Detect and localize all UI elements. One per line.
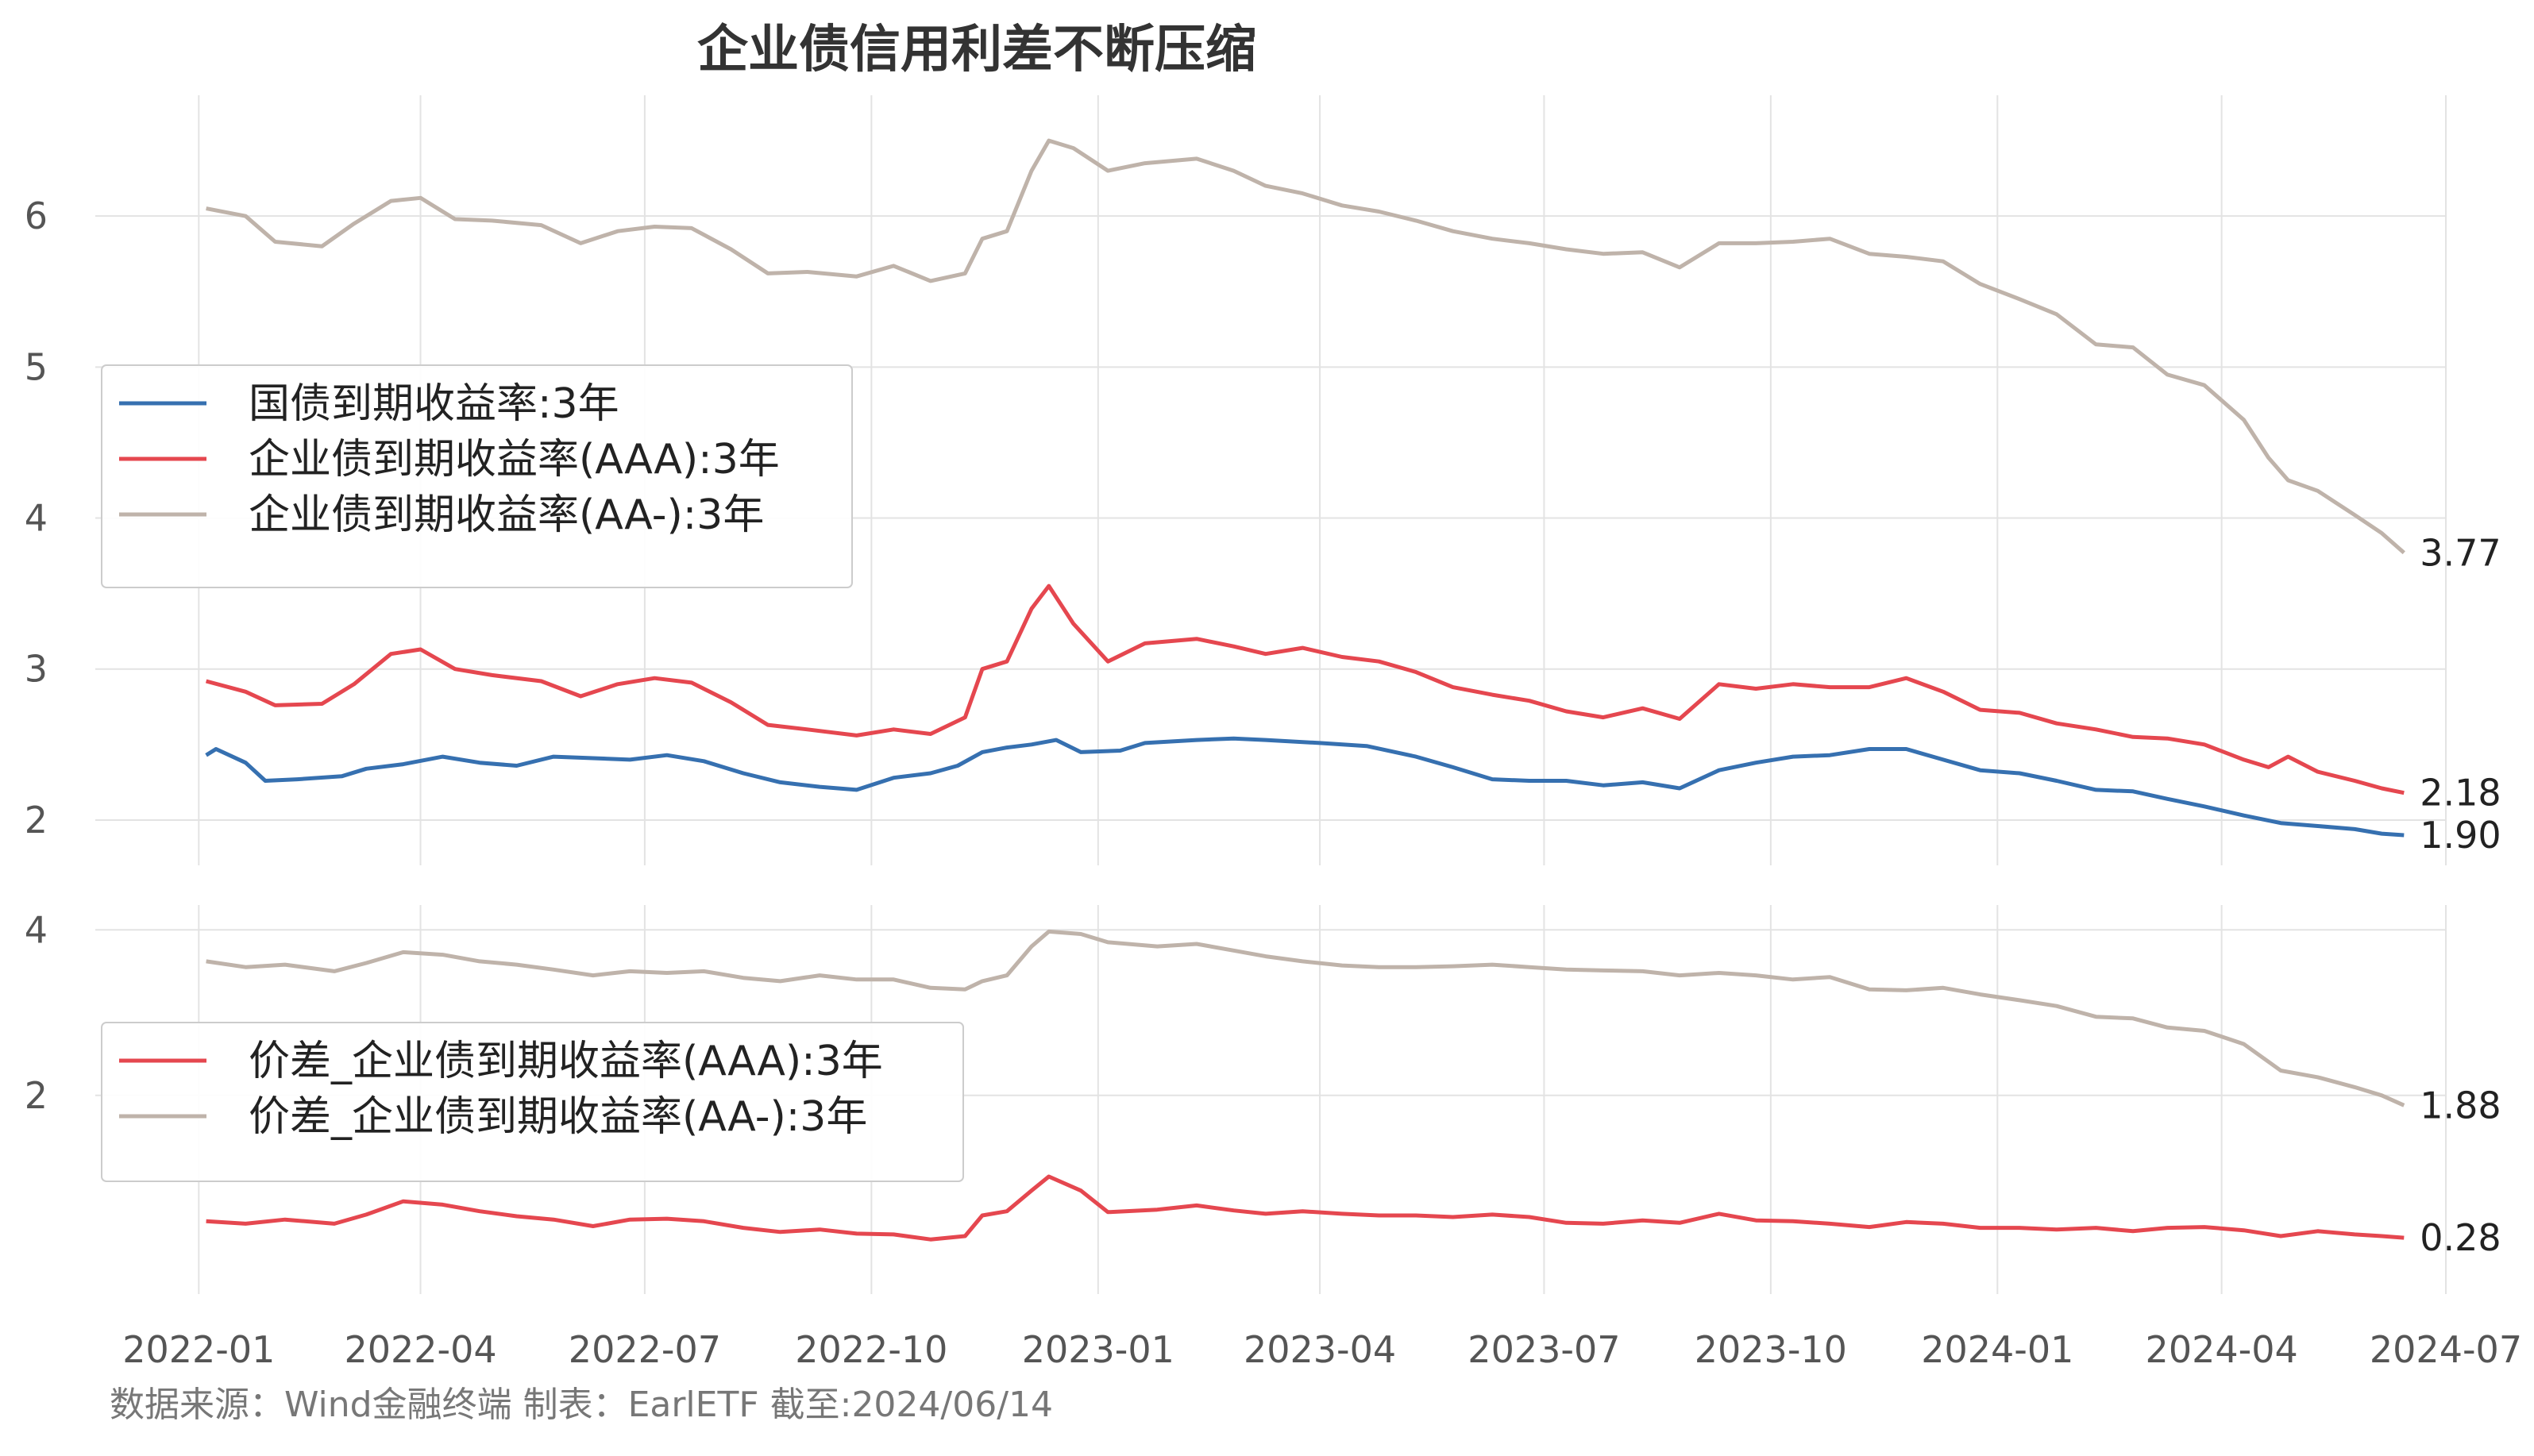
top-series-line-aa_minus [206,138,2405,555]
end-labels: 1.902.18 3.77 0.28 1.88 [2420,531,2501,1259]
top-legend-label: 国债到期收益率:3年 [249,380,619,428]
top-legend: 国债到期收益率:3年企业债到期收益率(AAA):3年企业债到期收益率(AA-):… [101,364,853,588]
top-legend-box [101,364,853,588]
top-panel-lines [205,138,2405,838]
chart-title: 企业债信用利差不断压缩 [697,21,1256,79]
bottom-y-axis-ticks: 24 [25,908,48,1117]
top-y-tick-label: 6 [25,195,48,237]
x-tick-label: 2024-07 [2370,1328,2522,1371]
x-tick-label: 2023-01 [1022,1328,1174,1371]
x-tick-label: 2023-04 [1244,1328,1396,1371]
top-y-axis-ticks: 2 3 4 5 6 [25,195,48,842]
top-y-tick-label: 5 [25,345,48,388]
bottom-end-label-aaa: 0.28 [2420,1216,2501,1259]
bottom-series-line-aa_minus [206,929,2405,1107]
top-end-label-gov: 1.90 [2420,814,2501,857]
bottom-y-tick-label: 4 [25,908,48,951]
bottom-legend-label: 价差_企业债到期收益率(AAA):3年 [249,1038,883,1085]
bottom-end-label-aa_minus: 1.88 [2420,1084,2501,1127]
x-tick-label: 2022-04 [344,1328,496,1371]
bottom-y-tick-label: 2 [25,1074,48,1117]
top-y-tick-label: 3 [25,648,48,691]
bottom-legend-label: 价差_企业债到期收益率(AA-):3年 [249,1093,867,1141]
x-tick-label: 2023-10 [1695,1328,1847,1371]
x-tick-label: 2023-07 [1468,1328,1620,1371]
x-tick-label: 2022-01 [122,1328,275,1371]
top-legend-label: 企业债到期收益率(AA-):3年 [249,491,764,539]
top-end-label-aa_minus: 3.77 [2420,531,2501,574]
bottom-series-line-aaa [206,1174,2405,1242]
top-y-tick-label: 4 [25,497,48,540]
top-y-tick-label: 2 [25,799,48,842]
top-series-line-aaa [205,584,2405,795]
bottom-panel-lines [206,929,2405,1242]
x-tick-label: 2024-04 [2146,1328,2298,1371]
source-note: 数据来源：Wind金融终端 制表：EarlETF 截至:2024/06/14 [110,1385,1053,1425]
x-tick-label: 2024-01 [1921,1328,2073,1371]
top-legend-label: 企业债到期收益率(AAA):3年 [249,436,780,483]
top-series-line-gov [205,736,2405,838]
x-axis-ticks: 2022-01 2022-04 2022-07 2022-10 2023-01 2023-… [122,1328,2522,1371]
bottom-legend-box [101,1022,964,1182]
x-tick-label: 2022-07 [569,1328,721,1371]
top-end-label-aaa: 2.18 [2420,772,2501,815]
x-tick-label: 2022-10 [795,1328,947,1371]
